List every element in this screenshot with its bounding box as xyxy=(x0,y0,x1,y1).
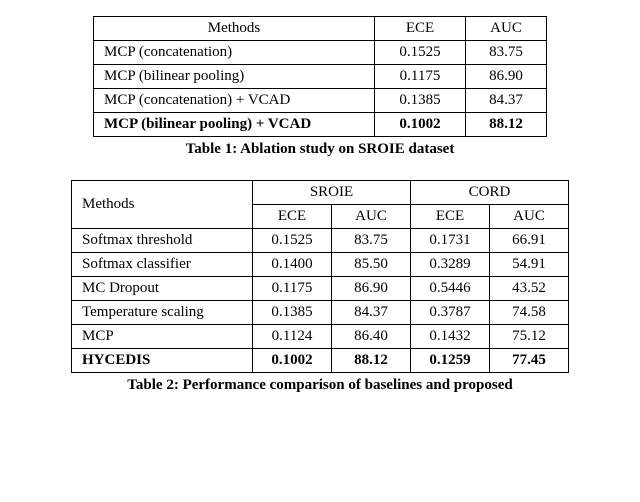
table-2-caption: Table 2: Performance comparison of basel… xyxy=(28,377,612,394)
table-row: Methods SROIE CORD xyxy=(72,181,569,205)
cell-cord-auc: 43.52 xyxy=(490,277,569,301)
cell-sroie-auc: 85.50 xyxy=(332,253,411,277)
cell-sroie-ece: 0.1525 xyxy=(253,229,332,253)
table-row: Softmax threshold0.152583.750.173166.91 xyxy=(72,229,569,253)
table-row: MCP (bilinear pooling)0.117586.90 xyxy=(94,65,547,89)
table-2: Methods SROIE CORD ECE AUC ECE AUC Softm… xyxy=(71,180,569,373)
col-header-auc: AUC xyxy=(332,205,411,229)
cell-cord-ece: 0.1731 xyxy=(411,229,490,253)
table-1-caption: Table 1: Ablation study on SROIE dataset xyxy=(28,141,612,158)
col-header-methods: Methods xyxy=(72,181,253,229)
cell-auc: 83.75 xyxy=(466,41,547,65)
cell-method: MCP (bilinear pooling) xyxy=(94,65,375,89)
cell-cord-auc: 54.91 xyxy=(490,253,569,277)
table-row: HYCEDIS0.100288.120.125977.45 xyxy=(72,349,569,373)
cell-method: Softmax classifier xyxy=(72,253,253,277)
table-row: MCP (concatenation) + VCAD0.138584.37 xyxy=(94,89,547,113)
table-row: MC Dropout0.117586.900.544643.52 xyxy=(72,277,569,301)
cell-auc: 86.90 xyxy=(466,65,547,89)
col-header-ece: ECE xyxy=(375,17,466,41)
col-header-ece: ECE xyxy=(253,205,332,229)
cell-method: Temperature scaling xyxy=(72,301,253,325)
cell-cord-auc: 66.91 xyxy=(490,229,569,253)
col-header-sroie: SROIE xyxy=(253,181,411,205)
table-row: Temperature scaling0.138584.370.378774.5… xyxy=(72,301,569,325)
cell-sroie-auc: 88.12 xyxy=(332,349,411,373)
cell-ece: 0.1385 xyxy=(375,89,466,113)
cell-method: HYCEDIS xyxy=(72,349,253,373)
col-header-ece: ECE xyxy=(411,205,490,229)
col-header-cord: CORD xyxy=(411,181,569,205)
cell-cord-auc: 77.45 xyxy=(490,349,569,373)
cell-sroie-auc: 86.40 xyxy=(332,325,411,349)
cell-sroie-ece: 0.1002 xyxy=(253,349,332,373)
table-1: Methods ECE AUC MCP (concatenation)0.152… xyxy=(93,16,547,137)
cell-ece: 0.1525 xyxy=(375,41,466,65)
cell-method: MCP xyxy=(72,325,253,349)
cell-method: MCP (concatenation) xyxy=(94,41,375,65)
cell-cord-auc: 75.12 xyxy=(490,325,569,349)
cell-sroie-ece: 0.1124 xyxy=(253,325,332,349)
cell-cord-ece: 0.1432 xyxy=(411,325,490,349)
cell-cord-ece: 0.3787 xyxy=(411,301,490,325)
cell-ece: 0.1002 xyxy=(375,113,466,137)
cell-cord-ece: 0.1259 xyxy=(411,349,490,373)
table-row: Methods ECE AUC xyxy=(94,17,547,41)
cell-ece: 0.1175 xyxy=(375,65,466,89)
cell-method: MC Dropout xyxy=(72,277,253,301)
cell-method: Softmax threshold xyxy=(72,229,253,253)
cell-auc: 84.37 xyxy=(466,89,547,113)
cell-cord-ece: 0.5446 xyxy=(411,277,490,301)
cell-auc: 88.12 xyxy=(466,113,547,137)
cell-sroie-auc: 83.75 xyxy=(332,229,411,253)
cell-sroie-ece: 0.1400 xyxy=(253,253,332,277)
table-row: MCP (bilinear pooling) + VCAD0.100288.12 xyxy=(94,113,547,137)
cell-cord-ece: 0.3289 xyxy=(411,253,490,277)
cell-method: MCP (bilinear pooling) + VCAD xyxy=(94,113,375,137)
cell-method: MCP (concatenation) + VCAD xyxy=(94,89,375,113)
table-row: MCP0.112486.400.143275.12 xyxy=(72,325,569,349)
col-header-auc: AUC xyxy=(466,17,547,41)
cell-sroie-ece: 0.1385 xyxy=(253,301,332,325)
cell-sroie-ece: 0.1175 xyxy=(253,277,332,301)
cell-sroie-auc: 86.90 xyxy=(332,277,411,301)
cell-sroie-auc: 84.37 xyxy=(332,301,411,325)
table-row: Softmax classifier0.140085.500.328954.91 xyxy=(72,253,569,277)
col-header-methods: Methods xyxy=(94,17,375,41)
col-header-auc: AUC xyxy=(490,205,569,229)
cell-cord-auc: 74.58 xyxy=(490,301,569,325)
table-row: MCP (concatenation)0.152583.75 xyxy=(94,41,547,65)
